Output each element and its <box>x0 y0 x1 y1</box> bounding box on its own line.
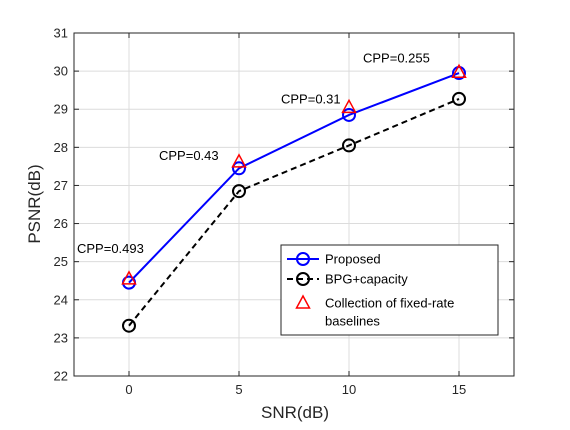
y-tick-label: 27 <box>54 178 68 193</box>
y-tick-label: 23 <box>54 330 68 345</box>
x-tick-label: 0 <box>125 382 132 397</box>
plot-area: 0 5 10 15 22 23 24 25 26 27 28 29 30 31 CPP=0.493 CPP=0… <box>54 26 515 397</box>
legend-label: BPG+capacity <box>325 272 408 287</box>
data-point-circle <box>342 107 356 122</box>
y-tick-label: 28 <box>54 140 68 155</box>
data-point-triangle <box>451 63 467 79</box>
axes-frame <box>73 32 515 377</box>
legend-marker-circle <box>296 252 310 266</box>
y-tick-label: 26 <box>54 216 68 231</box>
x-axis-label: SNR(dB) <box>261 403 329 422</box>
cpp-annotation: CPP=0.493 <box>77 241 144 256</box>
legend: Proposed BPG+capacity Collection of fixed-… <box>280 244 499 336</box>
x-tick-label: 5 <box>235 382 242 397</box>
legend-label: Collection of fixed-rate baselines <box>325 296 454 329</box>
x-tick-label: 10 <box>342 382 356 397</box>
y-axis-label: PSNR(dB) <box>25 164 44 243</box>
cpp-annotation: CPP=0.43 <box>159 148 219 163</box>
cpp-annotation: CPP=0.31 <box>281 91 341 106</box>
data-point-circle <box>122 318 136 333</box>
legend-label: Proposed <box>325 252 381 267</box>
data-point-circle <box>232 161 246 176</box>
y-tick-label: 22 <box>54 369 68 384</box>
series-line-1 <box>128 98 460 327</box>
data-point-triangle <box>121 270 137 285</box>
y-tick-label: 25 <box>54 254 68 269</box>
y-tick-label: 30 <box>54 64 68 79</box>
y-tick-label: 31 <box>54 26 68 41</box>
cpp-annotation: CPP=0.255 <box>363 50 430 65</box>
series-line-0 <box>128 72 460 284</box>
y-tick-label: 29 <box>54 102 68 117</box>
data-point-circle <box>452 91 466 106</box>
data-point-circle <box>232 184 246 199</box>
legend-marker-circle <box>296 272 310 286</box>
data-point-circle <box>342 138 356 153</box>
x-tick-label: 15 <box>452 382 466 397</box>
data-point-triangle <box>231 153 247 168</box>
data-point-circle <box>452 66 466 81</box>
legend-marker-triangle <box>295 294 311 309</box>
data-point-triangle <box>341 98 357 114</box>
y-tick-label: 24 <box>54 292 68 307</box>
